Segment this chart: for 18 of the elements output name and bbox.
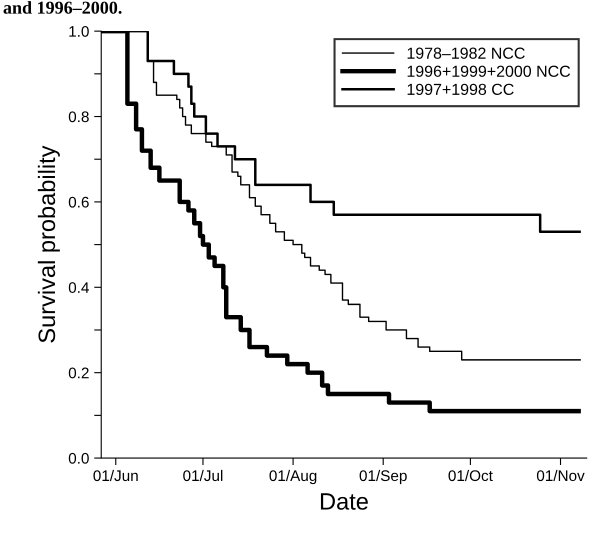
y-tick-label: 0.6 [68,196,89,208]
y-tick-label: 0.0 [68,452,89,464]
y-axis-title: Survival probability [38,146,60,343]
x-tick-label: 01/Nov [536,470,585,482]
y-tick-label: 0.2 [68,368,89,378]
x-tick-label: 01/Oct [448,470,493,482]
y-tick-label: 0.8 [68,111,89,122]
legend-label: 1996+1999+2000 NCC [408,66,570,77]
y-tick-label: 1.0 [69,26,89,37]
x-tick-label: 01/Sep [360,470,407,484]
legend-label: 1978–1982 NCC [408,48,525,59]
x-tick-label: 01/Jun [93,470,138,482]
legend-label: 1997+1998 CC [408,84,514,96]
x-tick-label: 01/Jul [183,470,222,482]
x-tick-label: 01/Aug [269,470,316,484]
x-axis-title: Date [320,493,368,510]
chart-title: and 1996–2000. [4,1,122,14]
y-tick-label: 0.4 [68,282,89,293]
